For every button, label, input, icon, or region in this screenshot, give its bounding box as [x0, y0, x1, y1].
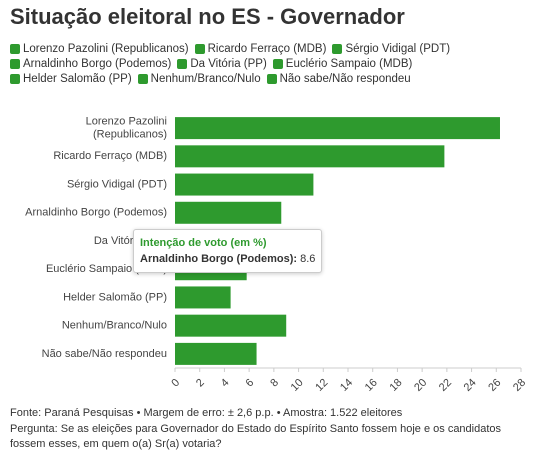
tooltip: Intenção de voto (em %) Arnaldinho Borgo… [133, 229, 323, 273]
bar [175, 314, 287, 337]
x-tick-label: 22 [437, 377, 454, 394]
legend: Lorenzo Pazolini (Republicanos) Ricardo F… [10, 43, 480, 85]
y-tick-label: Arnaldinho Borgo (Podemos) [25, 207, 167, 219]
tooltip-category: Arnaldinho Borgo (Podemos) [140, 253, 297, 265]
legend-label: Não sabe/Não respondeu [279, 73, 411, 85]
x-tick-label: 10 [289, 377, 306, 394]
bar [175, 145, 445, 168]
y-tick-label: Lorenzo Pazolini (Republicanos) [86, 116, 167, 141]
legend-swatch [272, 59, 283, 69]
chart-title: Situação eleitoral no ES - Governador [10, 4, 405, 29]
legend-swatch [266, 74, 277, 84]
bar [175, 201, 282, 224]
legend-item[interactable]: Da Vitória (PP) [177, 58, 267, 70]
legend-item[interactable]: Sérgio Vidigal (PDT) [332, 43, 450, 55]
y-tick-label: Não sabe/Não respondeu [42, 348, 167, 360]
legend-swatch [194, 44, 205, 54]
y-tick-label: Helder Salomão (PP) [63, 291, 167, 303]
legend-item[interactable]: Lorenzo Pazolini (Republicanos) [10, 43, 189, 55]
legend-swatch [10, 44, 20, 54]
y-tick-label: Sérgio Vidigal (PDT) [67, 178, 167, 190]
legend-label: Helder Salomão (PP) [23, 73, 132, 85]
note: Fonte: Paraná Pesquisas • Margem de erro… [10, 407, 403, 419]
tooltip-title: Intenção de voto (em %) [140, 237, 267, 249]
legend-item[interactable]: Helder Salomão (PP) [10, 73, 132, 85]
bar [175, 286, 231, 309]
x-tick-label: 4 [219, 377, 232, 390]
legend-swatch [177, 59, 188, 69]
tooltip-value: 8.6 [300, 253, 316, 265]
legend-item[interactable]: Não sabe/Não respondeu [266, 73, 411, 85]
legend-label: Arnaldinho Borgo (Podemos) [23, 58, 172, 70]
legend-item[interactable]: Ricardo Ferraço (MDB) [194, 43, 327, 55]
legend-label: Lorenzo Pazolini (Republicanos) [23, 43, 189, 55]
x-tick-label: 14 [338, 377, 355, 394]
bar [175, 117, 500, 140]
legend-swatch [10, 59, 20, 69]
legend-swatch [137, 74, 148, 84]
legend-item[interactable]: Euclério Sampaio (MDB) [272, 58, 413, 70]
legend-swatch [332, 44, 343, 54]
x-tick-label: 0 [169, 377, 182, 390]
legend-label: Sérgio Vidigal (PDT) [345, 43, 451, 55]
legend-label: Euclério Sampaio (MDB) [285, 58, 413, 70]
x-tick-label: 2 [194, 377, 207, 390]
legend-item[interactable]: Arnaldinho Borgo (Podemos) [10, 58, 171, 70]
legend-swatch [10, 74, 20, 84]
x-tick-label: 28 [511, 377, 528, 394]
x-tick-label: 12 [313, 377, 330, 394]
legend-label: Nenhum/Branco/Nulo [150, 73, 261, 85]
note: Pergunta: Se as eleições para Governador… [10, 423, 502, 450]
x-tick-label: 24 [462, 377, 479, 394]
legend-item[interactable]: Nenhum/Branco/Nulo [137, 73, 261, 85]
x-tick-label: 18 [387, 377, 404, 394]
bar [175, 173, 314, 196]
bar [175, 342, 257, 365]
legend-label: Ricardo Ferraço (MDB) [207, 43, 327, 55]
x-tick-label: 16 [363, 377, 380, 394]
x-tick-label: 6 [244, 377, 257, 390]
legend-label: Da Vitória (PP) [190, 58, 267, 70]
y-tick-label: Nenhum/Branco/Nulo [62, 320, 167, 332]
x-tick-label: 8 [268, 377, 281, 390]
x-tick-label: 26 [486, 377, 503, 394]
x-tick-label: 20 [412, 377, 429, 394]
y-tick-label: Ricardo Ferraço (MDB) [53, 150, 167, 162]
